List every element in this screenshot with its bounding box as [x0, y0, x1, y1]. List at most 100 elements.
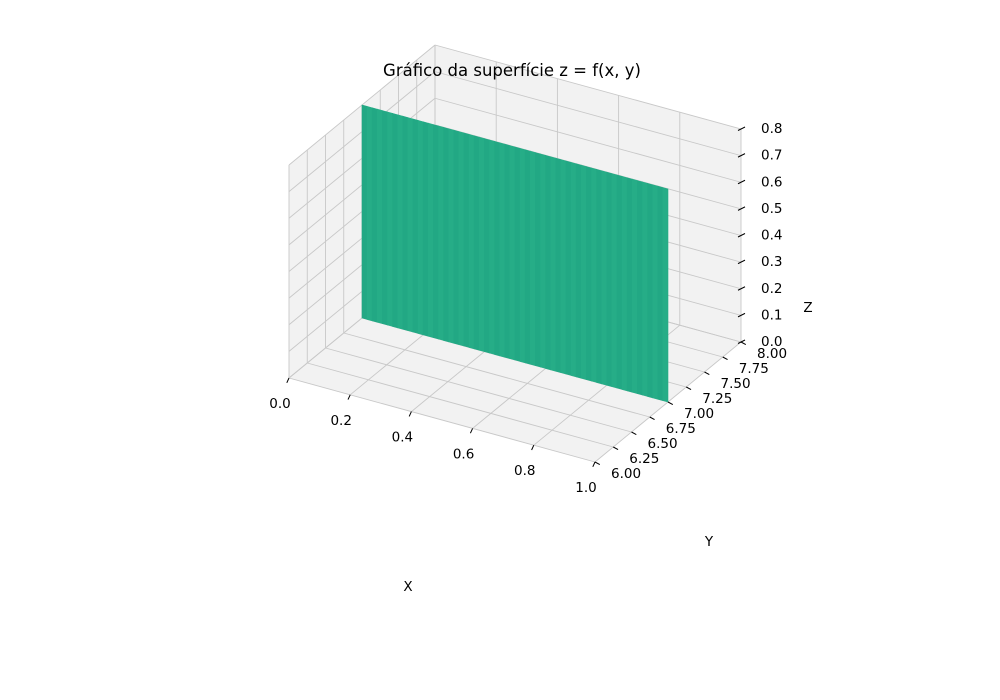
y-tick-label: 7.50	[721, 376, 751, 392]
z-tick-mark	[737, 206, 746, 211]
z-tick-mark	[737, 259, 746, 265]
surface-strip	[509, 145, 516, 361]
surface-strip	[484, 138, 490, 354]
surface-strip	[570, 162, 577, 378]
chart-title: Gráfico da superfície z = f(x, y)	[383, 61, 641, 80]
surface-strip	[422, 121, 429, 337]
y-tick-mark	[704, 371, 710, 376]
surface-strip	[637, 180, 643, 396]
surface-strip	[586, 166, 592, 382]
y-tick-label: 6.00	[611, 466, 641, 482]
x-tick-label: 0.0	[269, 396, 290, 412]
surface-strip	[575, 163, 582, 379]
y-tick-mark	[631, 431, 637, 436]
tick-marks	[286, 126, 747, 468]
y-tick-label: 6.25	[629, 451, 659, 467]
surface-strip	[535, 152, 541, 368]
y-tick-mark	[722, 356, 728, 361]
y-tick-mark	[667, 401, 674, 406]
x-tick-label: 0.8	[514, 463, 535, 479]
surface-strip	[611, 173, 618, 389]
surface-strip	[504, 143, 511, 359]
surface-strip	[473, 135, 480, 351]
z-tick-label: 0.2	[761, 281, 782, 297]
floor-gridline-y	[343, 332, 650, 418]
surface-strip	[545, 155, 552, 371]
x-tick-mark	[469, 428, 474, 434]
z-tick-label: 0.6	[761, 174, 782, 190]
y-tick-mark	[740, 341, 747, 346]
surface-strip	[657, 185, 664, 401]
surface-strip	[468, 134, 475, 350]
surface-strip	[519, 148, 526, 364]
floor-gridline-y	[325, 347, 632, 433]
surface-strip	[478, 136, 485, 352]
surface-layer	[361, 104, 669, 403]
surface-strip	[524, 149, 531, 365]
y-tick-label: 7.25	[702, 391, 732, 407]
surface-strip	[371, 107, 378, 323]
surface-strip	[596, 169, 603, 385]
surface-strip	[392, 113, 399, 329]
surface-strip	[606, 171, 613, 387]
x-tick-label: 1.0	[575, 480, 596, 496]
surface-strip	[555, 157, 562, 373]
x-tick-mark	[408, 411, 412, 417]
x-tick-label: 0.4	[392, 430, 413, 446]
z-tick-mark	[737, 312, 746, 318]
surface-strip	[448, 128, 455, 344]
surface-strip	[433, 124, 439, 340]
x-tick-mark	[531, 444, 535, 451]
tick-labels: 0.00.20.40.60.81.06.006.256.506.757.007.…	[269, 121, 787, 496]
surface-strip	[458, 131, 465, 347]
y-tick-label: 6.50	[648, 436, 678, 452]
y-axis-label: Y	[704, 534, 714, 550]
z-tick-mark	[737, 126, 746, 131]
z-tick-label: 0.0	[761, 334, 782, 350]
y-tick-label: 8.00	[757, 346, 787, 362]
surface-strip	[443, 127, 450, 343]
surface-strip	[417, 120, 424, 336]
surface-strip	[489, 139, 495, 355]
surface-strip	[361, 104, 368, 320]
surface-strip	[642, 181, 648, 397]
y-tick-label: 6.75	[666, 421, 696, 437]
surface-strip	[529, 150, 536, 366]
z-tick-mark	[737, 233, 746, 238]
x-tick-label: 0.2	[330, 413, 351, 429]
surface-strip	[565, 160, 572, 376]
surface-strip	[453, 129, 460, 345]
back-gridline-z	[434, 71, 742, 157]
floor-gridline-y	[307, 362, 614, 448]
surface-strip	[499, 142, 506, 358]
surface-strip	[438, 125, 444, 341]
surface-strip	[494, 141, 501, 357]
z-tick-label: 0.5	[761, 201, 782, 217]
z-tick-mark	[737, 179, 746, 185]
z-tick-label: 0.8	[761, 121, 782, 137]
surface-strip	[591, 167, 597, 383]
z-axis-label: Z	[803, 300, 812, 316]
surface-strip	[601, 170, 608, 386]
surface-strip	[382, 110, 388, 326]
surface-strip	[540, 153, 546, 369]
surface-strip	[580, 164, 587, 380]
back-gridline-z	[434, 97, 742, 183]
y-tick-mark	[649, 416, 655, 421]
x-tick-mark	[286, 377, 290, 384]
surface-strip	[550, 156, 557, 372]
surface-strip	[662, 187, 669, 403]
z-tick-label: 0.1	[761, 307, 782, 323]
surface-strip	[560, 159, 567, 375]
surface-strip	[631, 178, 638, 394]
surface-strip	[647, 183, 654, 399]
back-gridline-z	[434, 44, 742, 130]
z-tick-mark	[737, 153, 746, 158]
floor-gridline-y	[288, 377, 596, 463]
y-tick-mark	[594, 461, 601, 466]
surface-strip	[407, 117, 414, 333]
y-tick-mark	[686, 386, 692, 391]
z-tick-label: 0.3	[761, 254, 782, 270]
